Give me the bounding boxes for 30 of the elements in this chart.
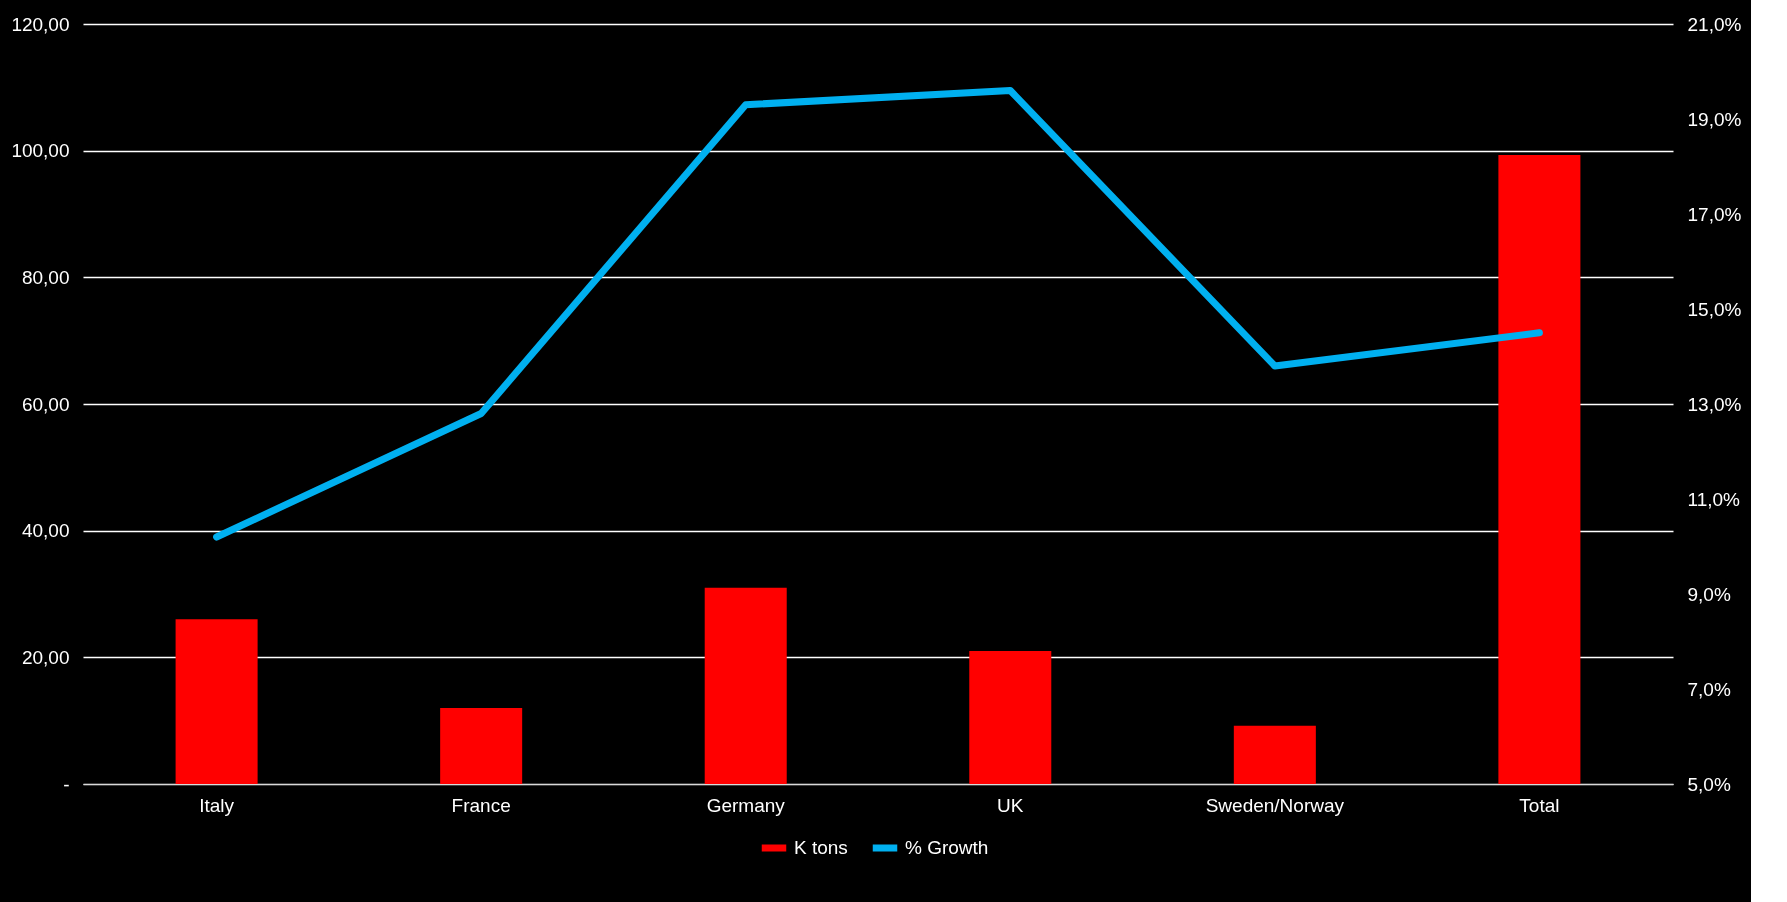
y2-tick-label: 13,0% — [1687, 393, 1742, 415]
y-tick-label: 40,00 — [21, 520, 70, 542]
bar — [704, 587, 787, 784]
y-tick-label: 80,00 — [21, 266, 70, 288]
x-tick-label: France — [451, 794, 511, 816]
legend-label: % Growth — [905, 837, 989, 858]
y2-tick-label: 17,0% — [1687, 203, 1742, 225]
x-tick-label: UK — [997, 794, 1024, 816]
y-tick-label: - — [63, 773, 70, 795]
y2-tick-label: 9,0% — [1687, 583, 1731, 605]
y-tick-label: 120,00 — [11, 13, 70, 35]
y2-tick-label: 15,0% — [1687, 298, 1742, 320]
y2-tick-label: 5,0% — [1687, 773, 1731, 795]
y2-tick-label: 19,0% — [1687, 108, 1742, 130]
y-tick-label: 20,00 — [21, 646, 70, 668]
y2-tick-label: 7,0% — [1687, 678, 1731, 700]
bar — [175, 619, 258, 784]
y-tick-label: 60,00 — [21, 393, 70, 415]
y-tick-label: 100,00 — [11, 140, 70, 162]
bar — [1233, 725, 1316, 784]
x-tick-label: Germany — [706, 794, 786, 816]
x-tick-label: Sweden/Norway — [1205, 794, 1345, 816]
bar — [1498, 155, 1581, 784]
legend-label: K tons — [794, 837, 848, 858]
x-tick-label: Total — [1519, 794, 1560, 816]
bar — [440, 708, 523, 784]
bar — [969, 651, 1052, 784]
x-tick-label: Italy — [199, 794, 235, 816]
y2-tick-label: 21,0% — [1687, 13, 1742, 35]
y2-tick-label: 11,0% — [1687, 488, 1741, 510]
